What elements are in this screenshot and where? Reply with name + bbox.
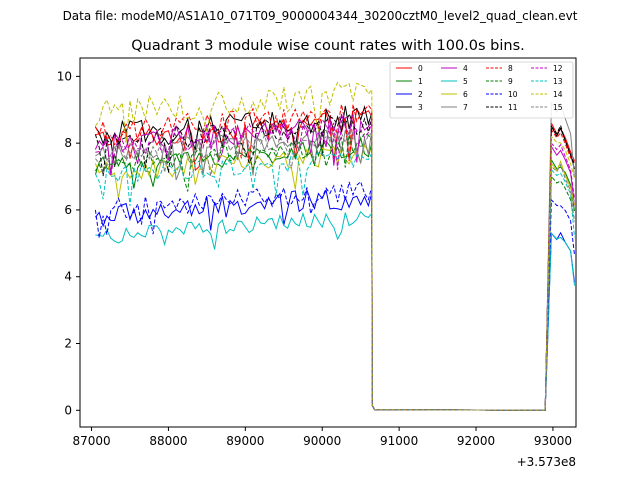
- legend-label-12: 12: [553, 64, 563, 73]
- axes-frame: [79, 57, 577, 428]
- legend-label-14: 14: [553, 90, 563, 99]
- series-line-3: [94, 105, 575, 411]
- x-tick-label: 91000: [380, 434, 418, 448]
- y-axis-ticks: 0 2 4 6 8 10: [57, 69, 80, 417]
- legend-label-0: 0: [418, 64, 423, 73]
- series-line-13: [94, 147, 575, 411]
- x-tick-label: 92000: [457, 434, 495, 448]
- series-line-5: [95, 210, 575, 411]
- legend-label-10: 10: [508, 90, 518, 99]
- y-tick-label: 6: [64, 203, 72, 217]
- legend-label-6: 6: [463, 90, 468, 99]
- legend-label-13: 13: [553, 77, 563, 86]
- y-tick-label: 8: [64, 136, 72, 150]
- x-tick-label: 88000: [149, 434, 187, 448]
- legend-label-3: 3: [418, 103, 423, 112]
- x-tick-label: 90000: [303, 434, 341, 448]
- y-tick-label: 0: [64, 403, 72, 417]
- series-line-10: [94, 180, 575, 411]
- series-lines: [94, 81, 575, 411]
- series-line-12: [95, 117, 575, 411]
- series-line-8: [94, 104, 575, 411]
- data-file-header: Data file: modeM0/AS1A10_071T09_90000043…: [63, 9, 578, 23]
- series-line-14: [95, 81, 575, 411]
- y-tick-label: 2: [64, 337, 72, 351]
- series-line-2: [95, 188, 575, 411]
- plot-area: 87000 88000 89000 90000 91000 92000 93000 0 2 4 6…: [57, 57, 577, 469]
- y-tick-label: 4: [64, 270, 72, 284]
- legend-label-2: 2: [418, 90, 423, 99]
- x-offset-label: +3.573e8: [517, 455, 576, 469]
- legend-label-1: 1: [418, 77, 423, 86]
- legend-label-11: 11: [508, 103, 518, 112]
- series-line-4: [94, 113, 575, 411]
- y-tick-label: 10: [57, 69, 72, 83]
- x-tick-label: 87000: [72, 434, 110, 448]
- x-tick-label: 89000: [226, 434, 264, 448]
- legend-label-9: 9: [508, 77, 513, 86]
- x-axis-ticks: 87000 88000 89000 90000 91000 92000 93000: [72, 427, 572, 448]
- series-line-15: [95, 128, 575, 411]
- legend-label-5: 5: [463, 77, 468, 86]
- legend-label-8: 8: [508, 64, 513, 73]
- x-tick-label: 93000: [534, 434, 572, 448]
- series-line-0: [95, 107, 575, 411]
- chart-title: Quadrant 3 module wise count rates with …: [131, 38, 525, 54]
- legend-label-7: 7: [463, 103, 468, 112]
- series-line-11: [94, 112, 575, 411]
- series-line-1: [94, 136, 575, 411]
- legend-label-15: 15: [553, 103, 563, 112]
- legend-label-4: 4: [463, 64, 468, 73]
- legend-box: [389, 61, 574, 119]
